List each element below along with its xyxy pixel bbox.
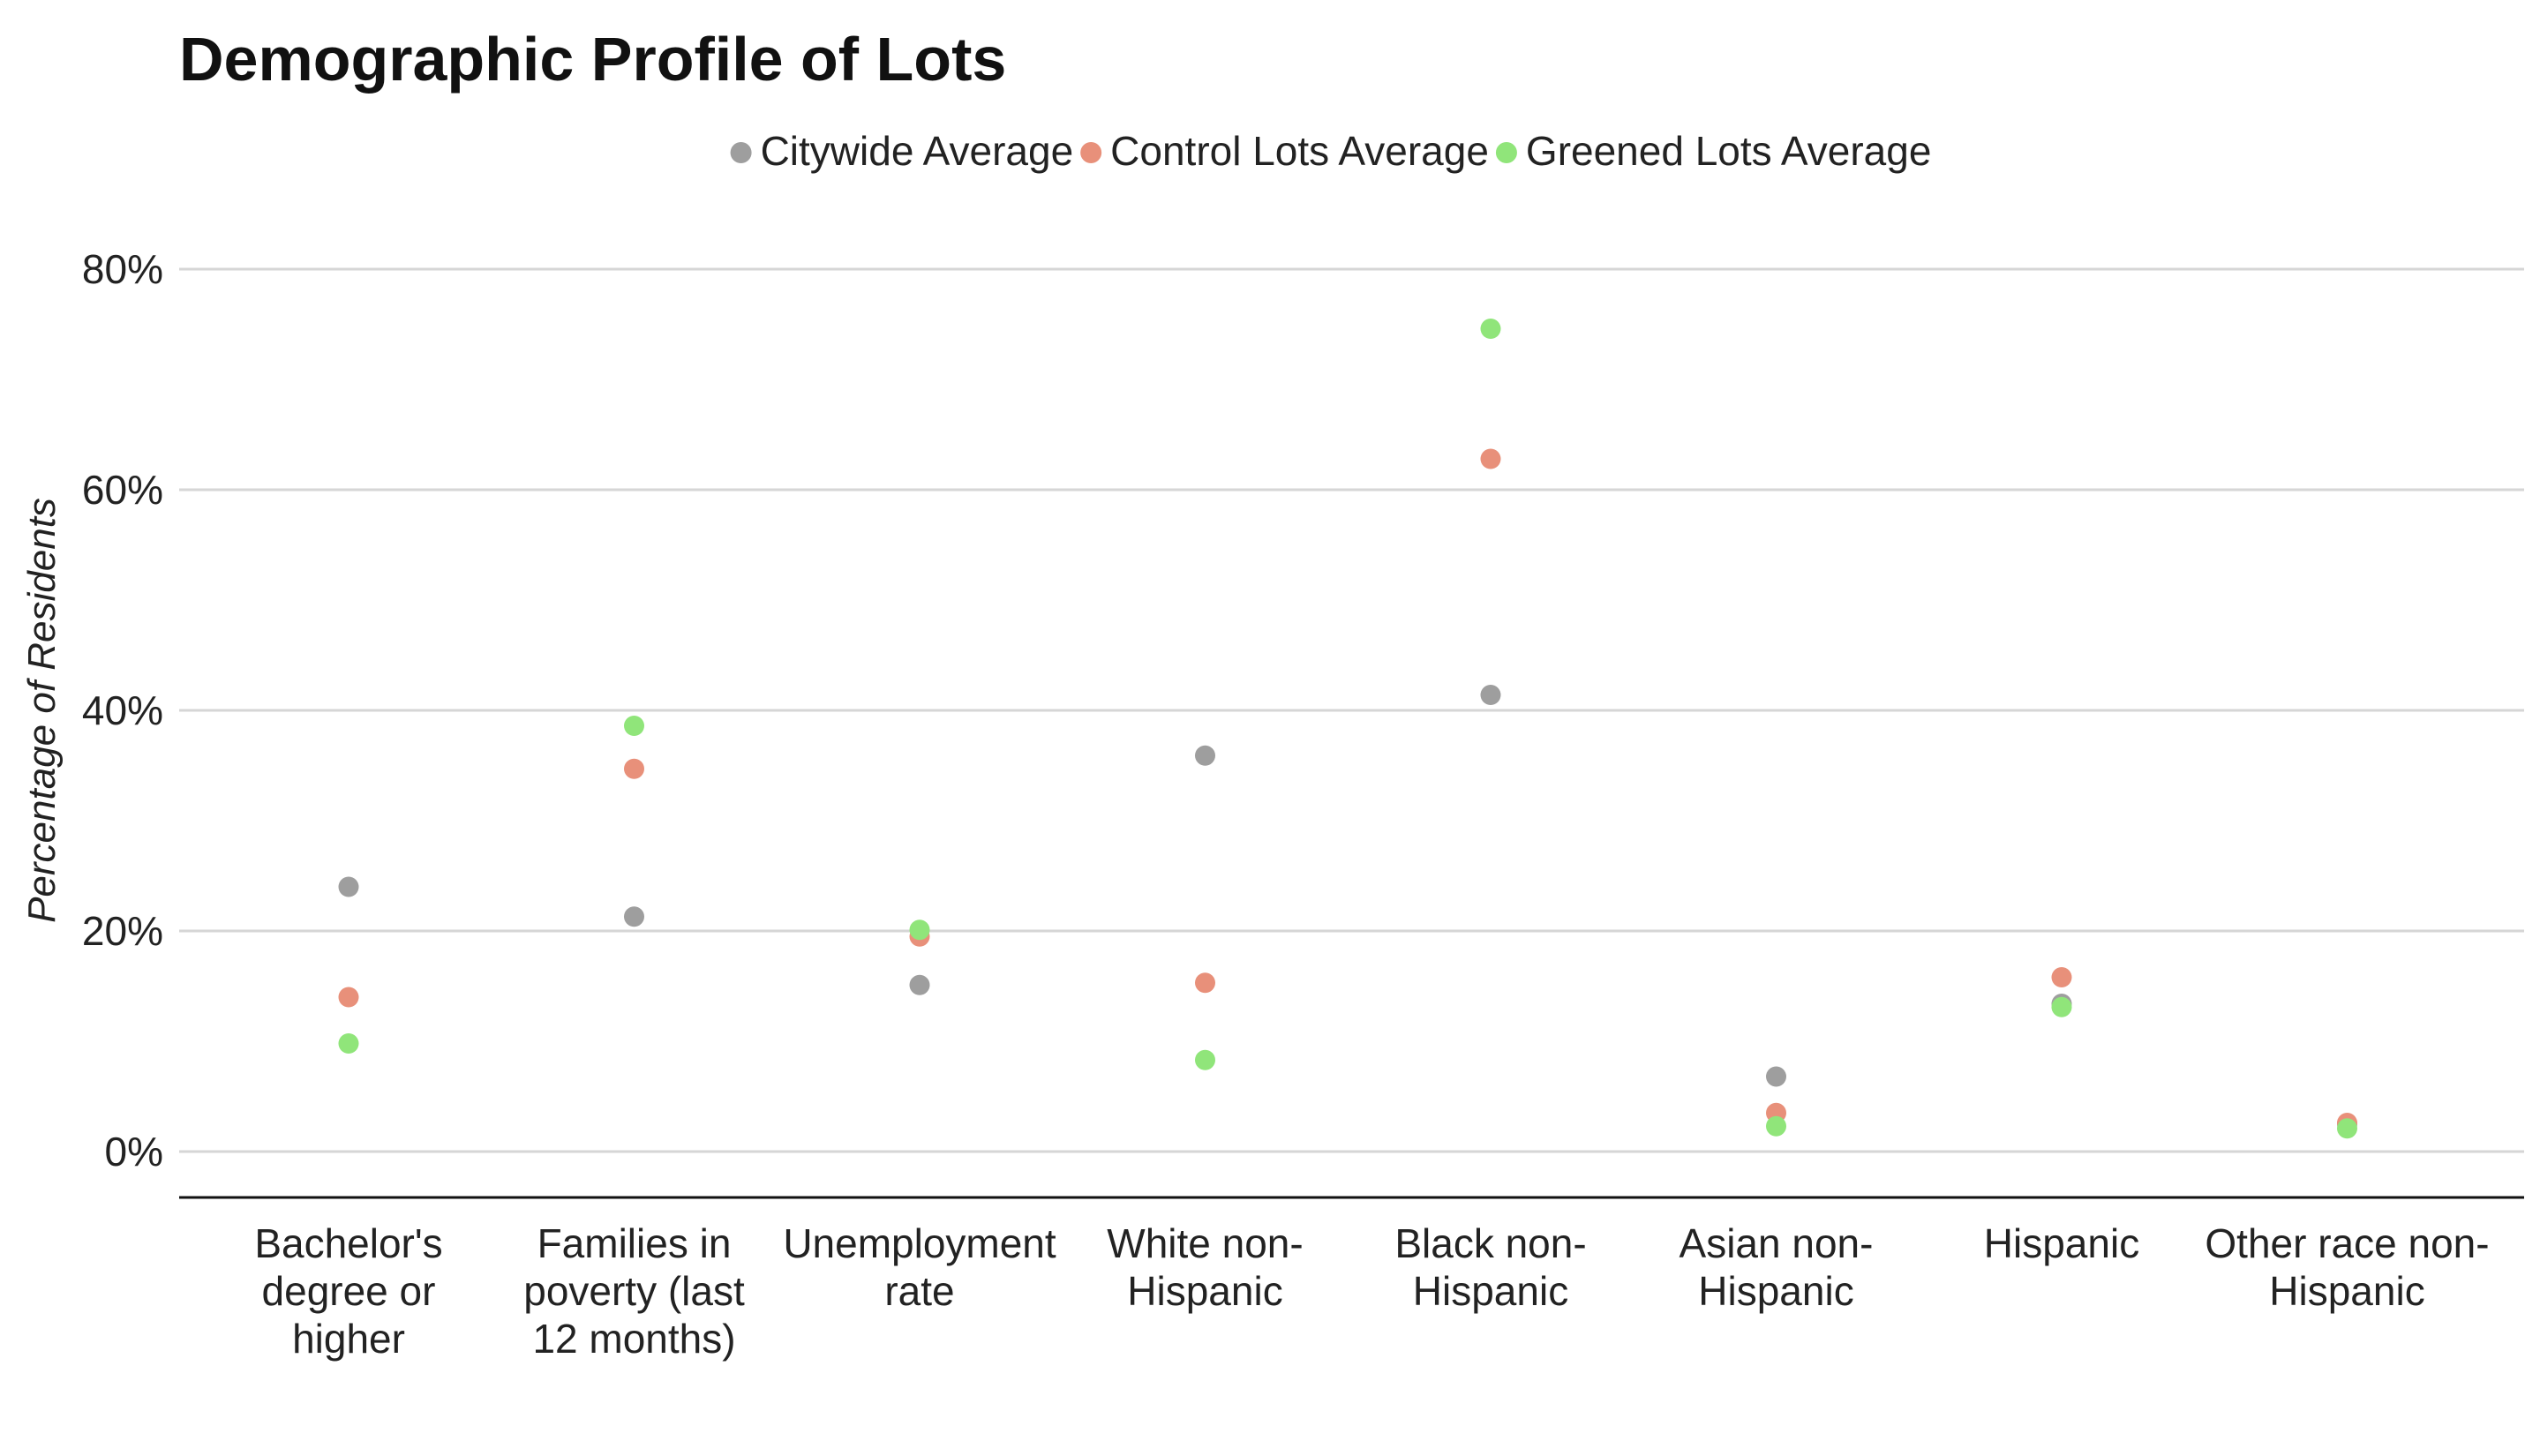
x-tick-label: Hispanic bbox=[1698, 1268, 1853, 1314]
data-point bbox=[338, 876, 359, 897]
y-tick-label: 60% bbox=[82, 467, 163, 513]
x-tick-label: degree or bbox=[262, 1268, 436, 1314]
gridlines bbox=[179, 267, 2524, 1153]
data-point bbox=[1195, 1049, 1215, 1070]
legend-label: Citywide Average bbox=[761, 128, 1074, 174]
y-tick-label: 40% bbox=[82, 687, 163, 733]
x-tick-label: poverty (last bbox=[523, 1268, 745, 1314]
y-axis-ticks: 0% 20% 40% 60% 80% bbox=[82, 246, 163, 1175]
data-point bbox=[624, 906, 644, 927]
data-point bbox=[2337, 1118, 2357, 1139]
data-point bbox=[338, 987, 359, 1008]
data-point bbox=[338, 1033, 359, 1054]
data-point bbox=[624, 758, 644, 779]
x-tick-label: Families in bbox=[537, 1220, 732, 1266]
x-tick-label: Hispanic bbox=[1984, 1220, 2139, 1266]
y-tick-label: 0% bbox=[105, 1129, 163, 1175]
x-tick-label: 12 months) bbox=[532, 1316, 735, 1362]
x-tick-label: Unemployment bbox=[783, 1220, 1056, 1266]
x-tick-label: rate bbox=[884, 1268, 954, 1314]
legend-marker bbox=[1080, 142, 1102, 163]
chart-title: Demographic Profile of Lots bbox=[179, 25, 1006, 94]
data-point bbox=[624, 716, 644, 736]
data-point bbox=[1195, 745, 1215, 766]
legend-marker bbox=[1495, 142, 1517, 163]
data-point bbox=[1480, 685, 1501, 705]
data-point bbox=[2051, 996, 2072, 1017]
legend: Citywide Average Control Lots Average Gree… bbox=[730, 128, 1931, 174]
data-point bbox=[909, 919, 930, 941]
legend-marker bbox=[730, 142, 752, 163]
x-tick-label: Hispanic bbox=[1413, 1268, 1568, 1314]
legend-label: Greened Lots Average bbox=[1526, 128, 1931, 174]
x-tick-label: Hispanic bbox=[1127, 1268, 1282, 1314]
data-point bbox=[1480, 319, 1501, 339]
x-tick-label: Asian non- bbox=[1680, 1220, 1874, 1266]
x-tick-label: Hispanic bbox=[2269, 1268, 2424, 1314]
y-tick-label: 80% bbox=[82, 246, 163, 292]
data-point bbox=[909, 974, 930, 995]
data-point bbox=[1480, 448, 1501, 469]
data-point bbox=[1766, 1066, 1786, 1087]
x-tick-label: Bachelor's bbox=[254, 1220, 442, 1266]
x-tick-label: Black non- bbox=[1394, 1220, 1586, 1266]
data-points bbox=[338, 319, 2357, 1139]
x-tick-label: White non- bbox=[1107, 1220, 1303, 1266]
data-point bbox=[1766, 1115, 1786, 1137]
y-axis-title: Percentage of Residents bbox=[20, 498, 64, 923]
x-tick-label: Other race non- bbox=[2205, 1220, 2489, 1266]
data-point bbox=[2051, 967, 2072, 987]
data-point bbox=[1195, 972, 1215, 994]
legend-label: Control Lots Average bbox=[1110, 128, 1489, 174]
y-tick-label: 20% bbox=[82, 908, 163, 954]
x-tick-label: higher bbox=[292, 1316, 405, 1362]
